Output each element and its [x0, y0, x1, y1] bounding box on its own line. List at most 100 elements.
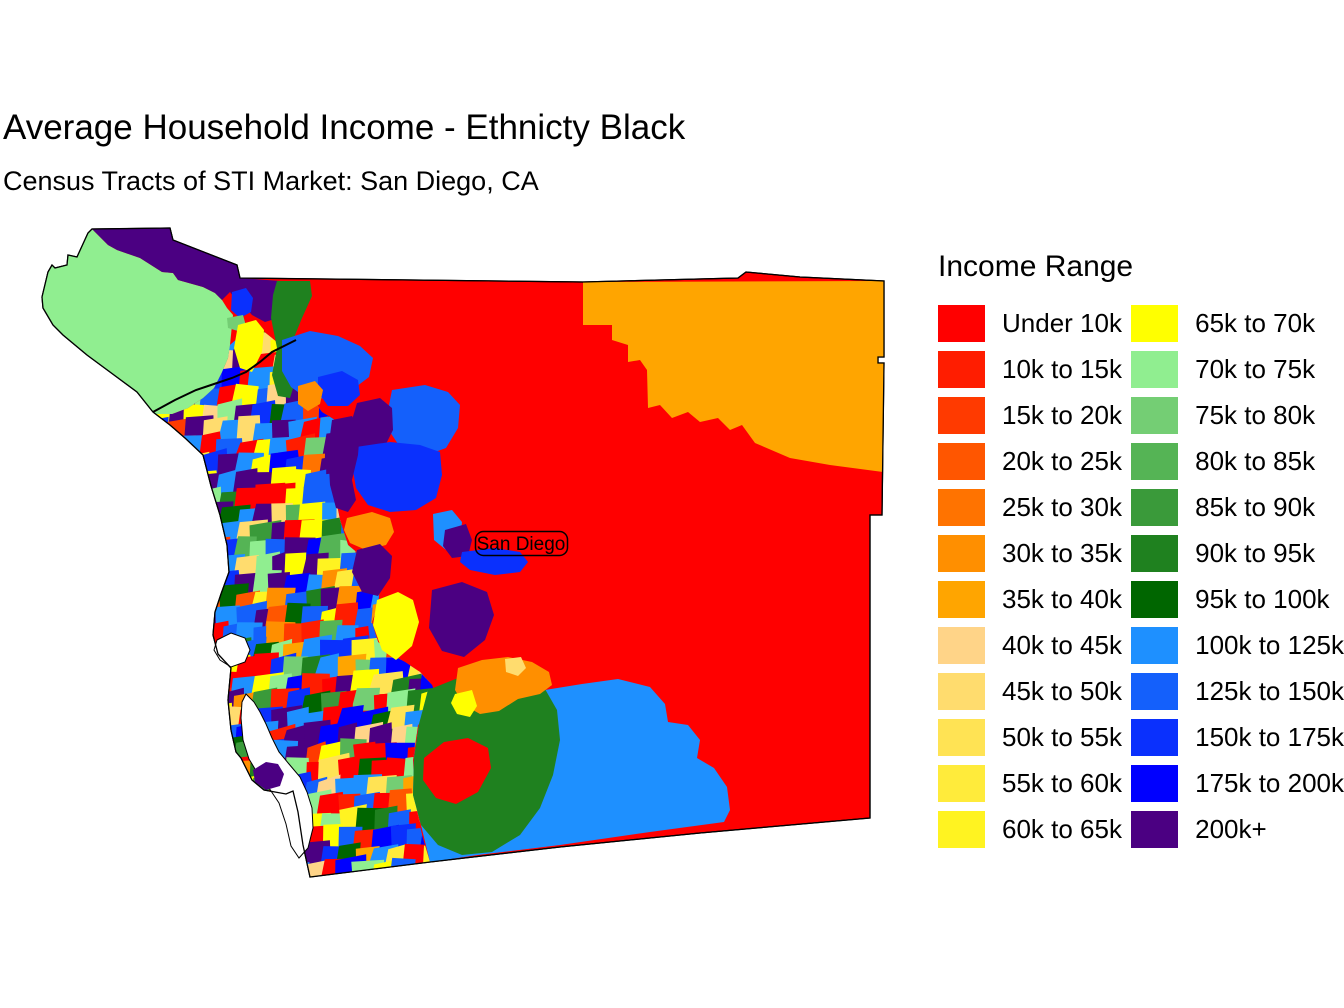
- tract-cell: [167, 689, 193, 716]
- tract-cell: [153, 520, 174, 546]
- legend-entry-label: 50k to 55k: [1002, 722, 1122, 752]
- tract-cell: [367, 876, 400, 877]
- tract-cell: [182, 879, 204, 908]
- legend-entry: 35k to 40k: [938, 581, 1131, 618]
- tract-cell: [265, 841, 295, 876]
- city-label-text: San Diego: [477, 534, 566, 555]
- legend-entry-label: 10k to 15k: [1002, 354, 1122, 384]
- tract-cell: [237, 876, 263, 877]
- tract-cell: [437, 860, 438, 877]
- tract-cell: [178, 823, 206, 859]
- tract-cell: [153, 603, 183, 629]
- legend-entry: 200k+: [1131, 811, 1344, 848]
- tract-cell: [153, 554, 182, 579]
- legend-entry: 20k to 25k: [938, 443, 1131, 480]
- legend-swatch: [938, 673, 985, 710]
- legend-swatch: [1131, 719, 1179, 756]
- legend-swatch: [938, 305, 985, 342]
- tract-cell: [300, 875, 324, 877]
- tract-cell: [153, 657, 182, 692]
- legend: Income Range Under 10k 10k to 15k 15k to 2…: [938, 252, 1344, 857]
- tract-cell: [180, 703, 215, 733]
- legend-column-right: 65k to 70k 70k to 75k 75k to 80k 80k to 85k…: [1131, 305, 1344, 857]
- tract-cell: [165, 672, 188, 699]
- chart-title: Average Household Income - Ethnicty Blac…: [3, 108, 686, 147]
- legend-entry: 50k to 55k: [938, 719, 1131, 756]
- legend-entry-label: 90k to 95k: [1195, 538, 1316, 568]
- region-ne-orange: [583, 281, 884, 472]
- legend-entry-label: Under 10k: [1002, 308, 1122, 338]
- tract-cell: [199, 808, 232, 836]
- legend-column-left: Under 10k 10k to 15k 15k to 20k 20k to 25k 2…: [938, 305, 1131, 857]
- legend-entry-label: 30k to 35k: [1002, 538, 1122, 568]
- tract-cell: [246, 829, 284, 859]
- legend-entry-label: 35k to 40k: [1002, 584, 1122, 614]
- tract-cell: [162, 881, 198, 911]
- legend-entry-label: 15k to 20k: [1002, 400, 1122, 430]
- tract-cell: [212, 826, 243, 858]
- tract-cell: [233, 792, 255, 826]
- tract-cell: [166, 636, 198, 666]
- legend-entry: 175k to 200k: [1131, 765, 1344, 802]
- legend-entry-label: 75k to 80k: [1195, 400, 1316, 430]
- tract-cell: [212, 774, 243, 801]
- region-elcajon-wheat: [505, 657, 526, 676]
- legend-swatch: [938, 443, 985, 480]
- tract-cell: [215, 469, 239, 495]
- san-luis-rey-river: [152, 339, 297, 413]
- tract-cell: [405, 862, 437, 877]
- tract-cell: [303, 860, 327, 877]
- tract-cell: [149, 877, 174, 905]
- tract-cell: [153, 692, 180, 720]
- tract-cell: [339, 881, 371, 906]
- tract-cell: [470, 857, 495, 886]
- legend-swatch: [938, 581, 985, 618]
- tract-cell: [153, 809, 187, 838]
- tract-cell: [440, 877, 465, 906]
- tract-cell: [181, 551, 216, 582]
- legend-entry-label: 150k to 175k: [1195, 722, 1344, 752]
- coronado-island: [253, 762, 284, 790]
- tract-cell: [198, 728, 226, 751]
- legend-swatch: [1131, 627, 1179, 664]
- region-santee-yellow: [373, 592, 419, 660]
- tract-cell: [153, 761, 180, 794]
- region-fallbrook-yellow: [234, 320, 264, 372]
- tract-cell: [162, 826, 193, 858]
- legend-title: Income Range: [938, 250, 1134, 283]
- legend-swatch: [938, 627, 985, 664]
- chart-subtitle: Census Tracts of STI Market: San Diego, …: [3, 166, 539, 196]
- tract-cell: [231, 828, 259, 855]
- tract-cell: [252, 879, 284, 913]
- legend-swatch: [938, 719, 985, 756]
- region-escondido-blue: [388, 385, 460, 456]
- region-west-purple-band: [328, 416, 360, 512]
- legend-entry-label: 125k to 150k: [1195, 676, 1344, 706]
- tract-cell: [181, 635, 208, 669]
- tract-cell: [153, 706, 181, 741]
- legend-entry-label: 55k to 60k: [1002, 768, 1122, 798]
- legend-entry: Under 10k: [938, 305, 1131, 342]
- tract-cell: [153, 636, 180, 667]
- region-elcajon-orange: [455, 657, 552, 714]
- tract-cell: [153, 843, 172, 874]
- tract-cell: [199, 881, 230, 904]
- tract-cell: [200, 486, 222, 517]
- tract-cell: [164, 718, 189, 751]
- tract-cell: [200, 777, 225, 809]
- tract-cell: [214, 879, 248, 913]
- tract-cell: [168, 655, 201, 686]
- tract-cell: [153, 588, 177, 618]
- tract-cell: [198, 762, 231, 792]
- tract-cell: [183, 693, 218, 717]
- tract-cell: [416, 860, 438, 877]
- tract-cell: [229, 856, 259, 877]
- legend-entry: 65k to 70k: [1131, 305, 1344, 342]
- legend-entry: 55k to 60k: [938, 765, 1131, 802]
- legend-entry: 90k to 95k: [1131, 535, 1344, 572]
- tract-cell: [264, 873, 295, 877]
- legend-entry: 85k to 90k: [1131, 489, 1344, 526]
- tract-cell: [181, 724, 213, 752]
- tract-cell: [289, 877, 312, 909]
- tract-cell: [219, 756, 250, 781]
